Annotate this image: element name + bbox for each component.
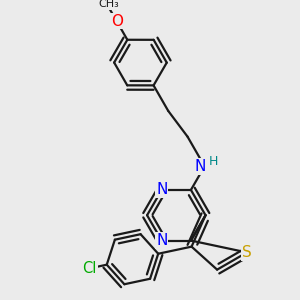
Text: Cl: Cl (82, 261, 97, 276)
Text: N: N (156, 182, 167, 197)
Text: O: O (111, 14, 123, 29)
Text: N: N (156, 233, 167, 248)
Text: S: S (242, 245, 252, 260)
Text: H: H (208, 155, 218, 168)
Text: CH₃: CH₃ (98, 0, 119, 9)
Text: N: N (195, 159, 206, 174)
